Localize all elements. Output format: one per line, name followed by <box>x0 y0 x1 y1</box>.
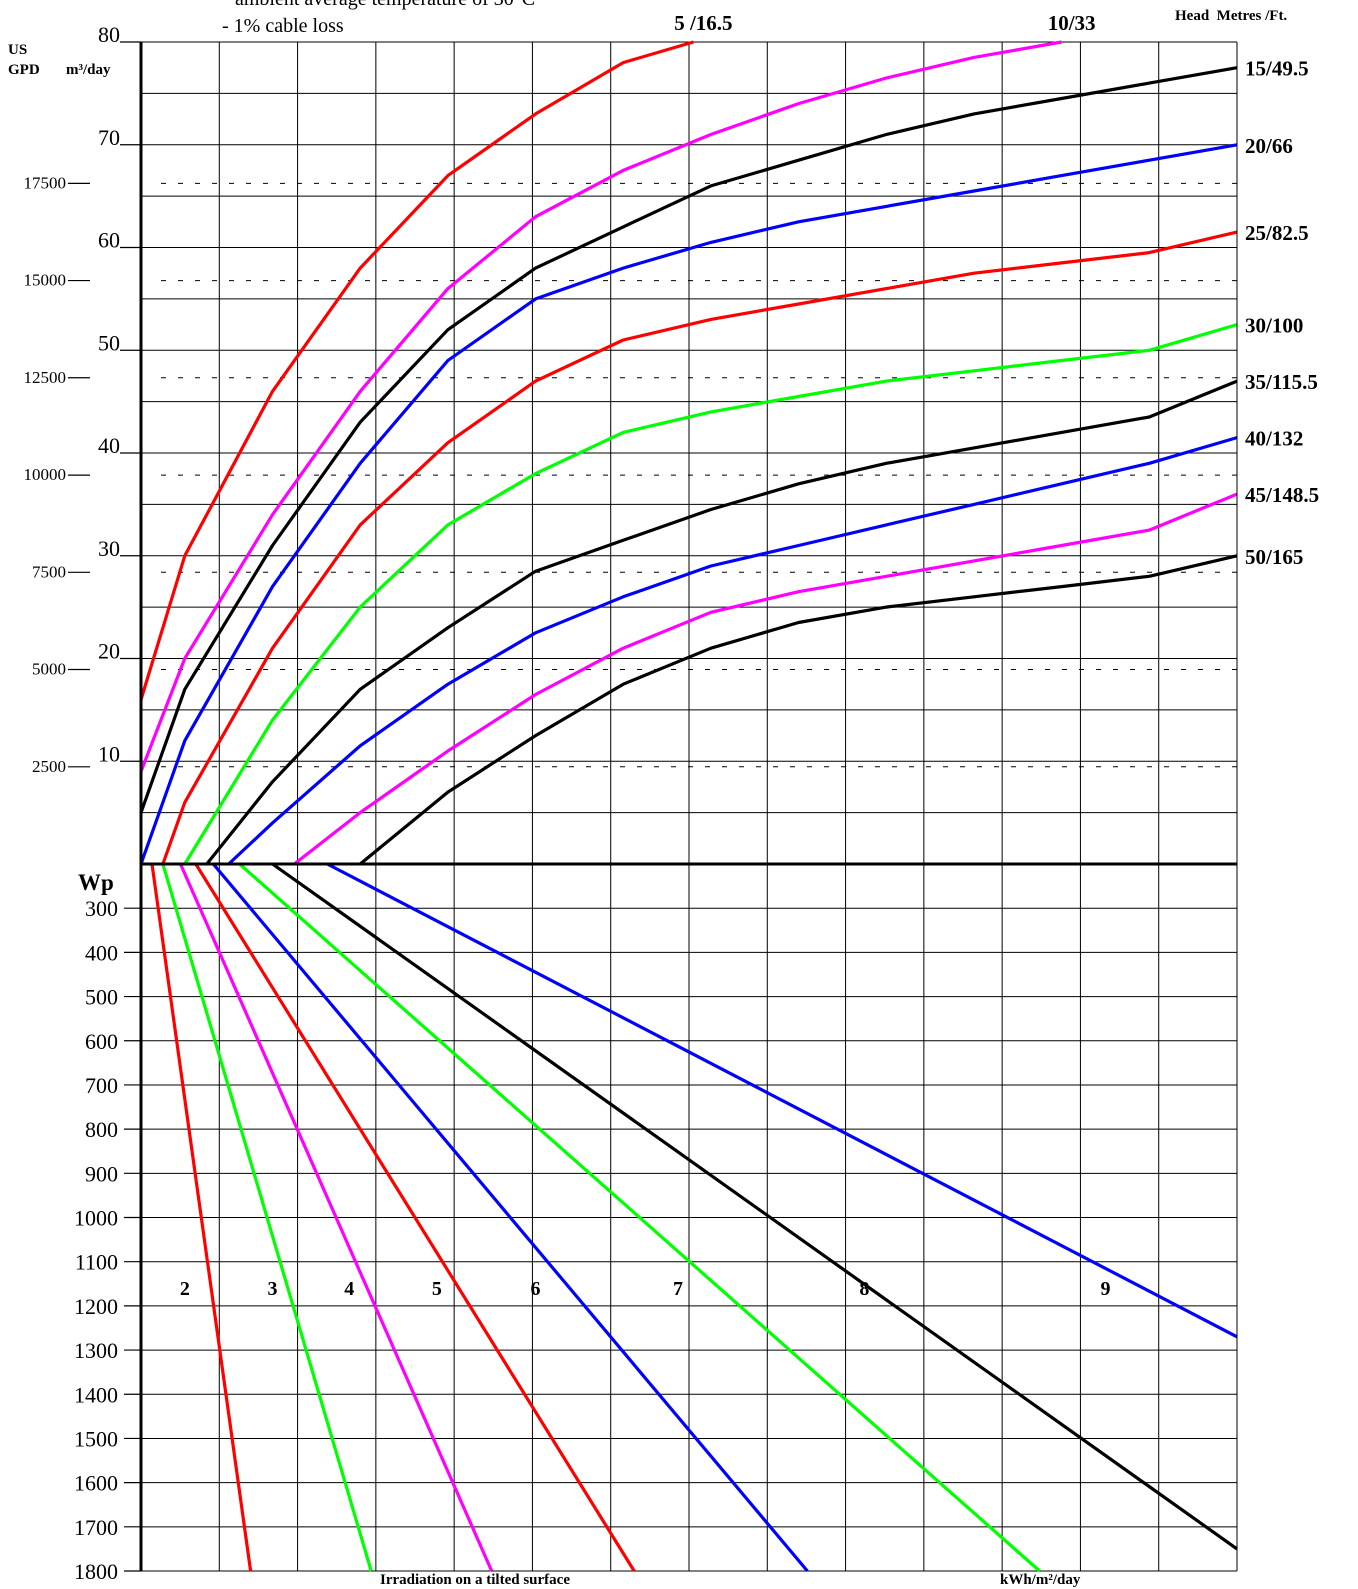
wp-tick-label: 300 <box>85 896 118 921</box>
irradiation-label: 4 <box>344 1278 354 1300</box>
flow-tick-label: 30 <box>98 536 120 561</box>
m3day-label: m³/day <box>66 62 111 78</box>
irradiation-label: 6 <box>531 1278 541 1300</box>
wp-tick-label: 1800 <box>74 1559 118 1584</box>
head-series-label: 10/33 <box>1048 11 1096 35</box>
gpd-tick-label: 10000 <box>24 465 67 484</box>
wp-tick-label: 1700 <box>74 1515 118 1540</box>
irradiation-label: 2 <box>180 1278 190 1300</box>
wp-tick-label: 900 <box>85 1161 118 1186</box>
wp-axis-label: Wp <box>78 870 114 895</box>
flow-tick-label: 50 <box>98 330 120 355</box>
irradiation-label: 8 <box>859 1278 869 1300</box>
labels: ambient average temperature of 30°C - 1%… <box>8 0 1319 1588</box>
head-metres-ft-label: Head Metres /Ft. <box>1175 8 1287 24</box>
wp-tick-label: 1600 <box>74 1471 118 1496</box>
wp-tick-label: 400 <box>85 940 118 965</box>
irradiation-line <box>238 862 1041 1573</box>
x-axis-unit: kWh/m²/day <box>1000 1572 1081 1588</box>
irradiation-label: 3 <box>268 1278 278 1300</box>
wp-tick-label: 1200 <box>74 1294 118 1319</box>
axes <box>68 41 1238 1572</box>
wp-tick-label: 1400 <box>74 1382 118 1407</box>
flow-curve-line <box>359 554 1238 866</box>
head-series-label: 40/132 <box>1245 427 1303 451</box>
wp-tick-label: 1100 <box>75 1250 118 1275</box>
series-lines <box>139 40 1238 1573</box>
flow-curve-line <box>139 143 1238 865</box>
flow-curve-line <box>139 40 1062 773</box>
flow-curve-line <box>139 40 694 701</box>
irradiation-label: 7 <box>673 1278 683 1300</box>
flow-tick-label: 40 <box>98 433 120 458</box>
head-series-label: 20/66 <box>1245 134 1293 158</box>
flow-tick-label: 20 <box>98 639 120 664</box>
flow-tick-label: 10 <box>98 741 120 766</box>
flow-curve-line <box>183 323 1238 865</box>
head-series-label: 35/115.5 <box>1245 370 1318 394</box>
irradiation-line <box>271 862 1238 1551</box>
gpd-label: GPD <box>8 62 40 78</box>
note-temperature: ambient average temperature of 30°C <box>235 0 535 10</box>
irradiation-line <box>179 863 494 1572</box>
head-series-label: 45/148.5 <box>1245 483 1319 507</box>
wp-tick-label: 1300 <box>74 1338 118 1363</box>
wp-tick-label: 500 <box>85 985 118 1010</box>
gpd-tick-label: 7500 <box>32 562 66 581</box>
gpd-tick-label: 12500 <box>24 368 67 387</box>
x-axis-title: Irradiation on a tilted surface <box>380 1572 570 1588</box>
grid <box>141 41 1238 1572</box>
flow-curve-line <box>205 379 1238 865</box>
irradiation-line <box>326 862 1238 1339</box>
flow-tick-label: 80 <box>98 22 120 47</box>
flow-curve-line <box>161 230 1238 865</box>
flow-tick-label: 60 <box>98 228 120 253</box>
wp-tick-label: 700 <box>85 1073 118 1098</box>
head-series-label: 5 /16.5 <box>674 11 732 35</box>
head-series-label: 15/49.5 <box>1245 57 1309 81</box>
flow-curve-line <box>293 492 1238 866</box>
flow-curve-line <box>139 66 1238 814</box>
head-series-label: 25/82.5 <box>1245 221 1309 245</box>
head-series-label: 30/100 <box>1245 314 1303 338</box>
gpd-tick-label: 17500 <box>24 173 67 192</box>
flow-curve-line <box>227 436 1238 866</box>
us-label: US <box>8 42 27 58</box>
irradiation-line <box>212 862 809 1573</box>
irradiation-line <box>194 863 636 1572</box>
irradiation-line <box>150 863 253 1572</box>
irradiation-label: 5 <box>432 1278 442 1300</box>
wp-tick-label: 1000 <box>74 1206 118 1231</box>
wp-tick-label: 1500 <box>74 1426 118 1451</box>
gpd-tick-label: 2500 <box>32 757 66 776</box>
wp-tick-label: 600 <box>85 1029 118 1054</box>
gpd-tick-label: 5000 <box>32 659 66 678</box>
wp-tick-label: 800 <box>85 1117 118 1142</box>
irradiation-line <box>161 863 373 1572</box>
irradiation-label: 9 <box>1100 1278 1110 1300</box>
note-cable-loss: - 1% cable loss <box>222 15 344 37</box>
head-series-label: 50/165 <box>1245 545 1303 569</box>
gpd-tick-label: 15000 <box>24 271 67 290</box>
flow-tick-label: 70 <box>98 125 120 150</box>
